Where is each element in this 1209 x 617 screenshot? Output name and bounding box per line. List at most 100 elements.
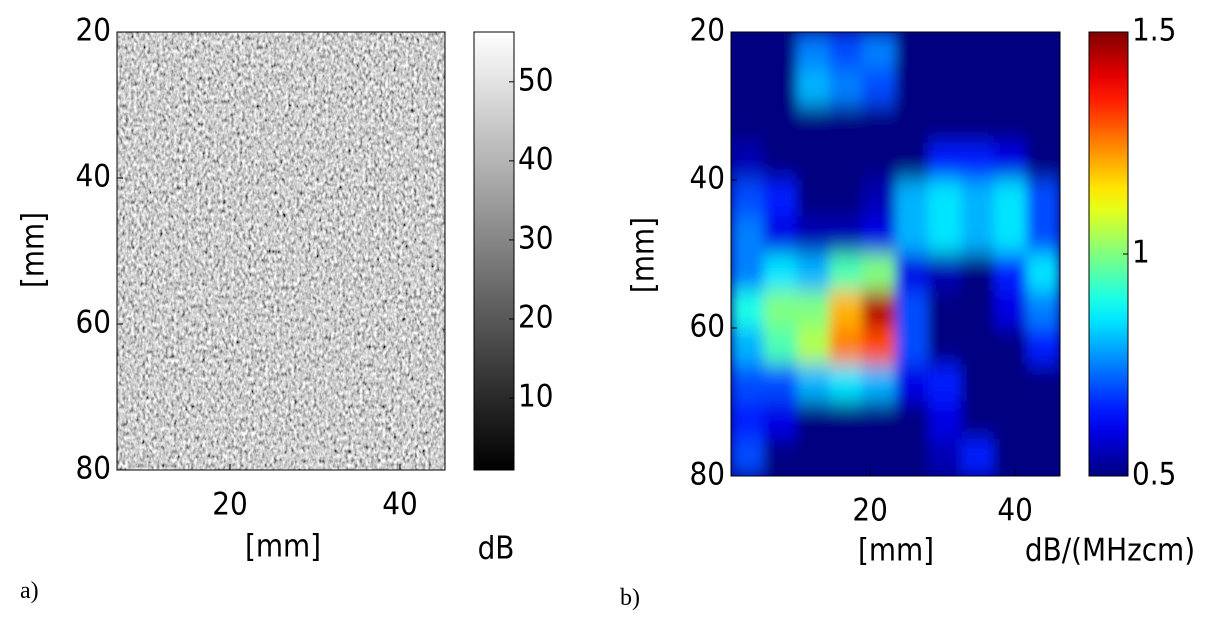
heatmap-cell <box>895 327 929 366</box>
heatmap-cell <box>927 68 962 107</box>
heatmap-cell <box>796 32 831 70</box>
heatmap-cell <box>862 364 896 403</box>
heatmap-cell <box>961 253 995 292</box>
colorbar-label: dB <box>478 531 515 567</box>
heatmap-cell <box>796 179 831 218</box>
heatmap-cell <box>993 327 1028 366</box>
heatmap-cell <box>895 401 929 440</box>
heatmap-cell <box>763 179 798 218</box>
heatmap-cell <box>731 142 765 181</box>
heatmap-cell <box>731 327 765 366</box>
heatmap-cell <box>731 68 765 107</box>
x-tick-label: 40 <box>997 493 1032 529</box>
heatmap-cell <box>895 216 929 255</box>
heatmap-cell <box>829 438 864 476</box>
heatmap-cell <box>927 290 962 329</box>
heatmap-cell <box>895 253 929 292</box>
heatmap <box>731 32 1060 476</box>
plot-frame <box>116 31 446 471</box>
heatmap-cell <box>895 105 929 144</box>
heatmap-cell <box>731 253 765 292</box>
colorbar <box>1088 31 1129 477</box>
y-tick-label: 20 <box>690 13 725 49</box>
heatmap-cell <box>763 327 798 366</box>
heatmap-cell <box>731 105 765 144</box>
heatmap-cell <box>895 68 929 107</box>
heatmap-cell <box>927 253 962 292</box>
heatmap-cell <box>993 32 1028 70</box>
heatmap-cell <box>763 142 798 181</box>
heatmap-cell <box>993 68 1028 107</box>
heatmap-cell <box>927 216 962 255</box>
heatmap-cell <box>961 142 995 181</box>
heatmap-cell <box>1026 32 1060 70</box>
heatmap-cell <box>1026 290 1060 329</box>
heatmap-cell <box>1026 216 1060 255</box>
heatmap-cell <box>763 105 798 144</box>
heatmap-cell <box>862 142 896 181</box>
heatmap-cell <box>895 290 929 329</box>
panel-label: a) <box>20 578 39 604</box>
heatmap-cell <box>1026 401 1060 440</box>
heatmap-cell <box>961 364 995 403</box>
heatmap-cell <box>862 216 896 255</box>
heatmap-cell <box>961 179 995 218</box>
heatmap-cell <box>961 216 995 255</box>
heatmap-cell <box>796 438 831 476</box>
heatmap-cell <box>731 32 765 70</box>
heatmap-cell <box>829 142 864 181</box>
heatmap-cell <box>1026 327 1060 366</box>
colorbar-label: dB/(MHzcm) <box>1025 533 1195 569</box>
heatmap-cell <box>796 216 831 255</box>
heatmap-cell <box>1026 438 1060 476</box>
heatmap-cell <box>731 179 765 218</box>
colorbar-tick-label: 30 <box>518 220 553 256</box>
heatmap-cell <box>731 364 765 403</box>
y-tick-label: 80 <box>76 451 111 487</box>
heatmap-cell <box>1026 179 1060 218</box>
heatmap-cell <box>862 290 896 329</box>
y-tick-label: 60 <box>690 309 725 345</box>
heatmap-cell <box>829 32 864 70</box>
heatmap-cell <box>993 105 1028 144</box>
plot-frame <box>730 31 1061 477</box>
heatmap-cell <box>993 142 1028 181</box>
heatmap-cell <box>763 68 798 107</box>
heatmap-cell <box>829 68 864 107</box>
y-tick-label: 80 <box>690 457 725 493</box>
heatmap-cells <box>731 32 1060 476</box>
heatmap-cell <box>895 179 929 218</box>
x-tick-label: 20 <box>212 487 247 523</box>
y-axis-label: [mm] <box>626 217 662 293</box>
heatmap-cell <box>862 253 896 292</box>
y-tick-label: 60 <box>76 305 111 341</box>
heatmap-cell <box>895 364 929 403</box>
heatmap-cell <box>862 401 896 440</box>
heatmap-cell <box>796 68 831 107</box>
heatmap-cell <box>961 401 995 440</box>
colorbar-tick-label: 10 <box>518 379 553 415</box>
heatmap-cell <box>961 32 995 70</box>
heatmap-cell <box>993 253 1028 292</box>
heatmap-cell <box>862 179 896 218</box>
heatmap-cell <box>993 216 1028 255</box>
y-axis-label: [mm] <box>16 212 52 288</box>
x-axis-label: [mm] <box>858 533 934 569</box>
heatmap-cell <box>961 105 995 144</box>
heatmap-cell <box>895 32 929 70</box>
heatmap-cell <box>763 253 798 292</box>
heatmap-cell <box>961 68 995 107</box>
heatmap-cell <box>829 327 864 366</box>
colorbar-tick-label: 1.5 <box>1132 13 1176 49</box>
heatmap-cell <box>829 216 864 255</box>
heatmap-cell <box>927 401 962 440</box>
panel-label: b) <box>620 585 640 611</box>
heatmap-cell <box>1026 142 1060 181</box>
heatmap-cell <box>731 438 765 476</box>
heatmap-cell <box>829 253 864 292</box>
heatmap-cell <box>927 179 962 218</box>
colorbar-tick-label: 40 <box>518 141 553 177</box>
heatmap-cell <box>796 364 831 403</box>
heatmap-cell <box>1026 105 1060 144</box>
heatmap-cell <box>993 401 1028 440</box>
